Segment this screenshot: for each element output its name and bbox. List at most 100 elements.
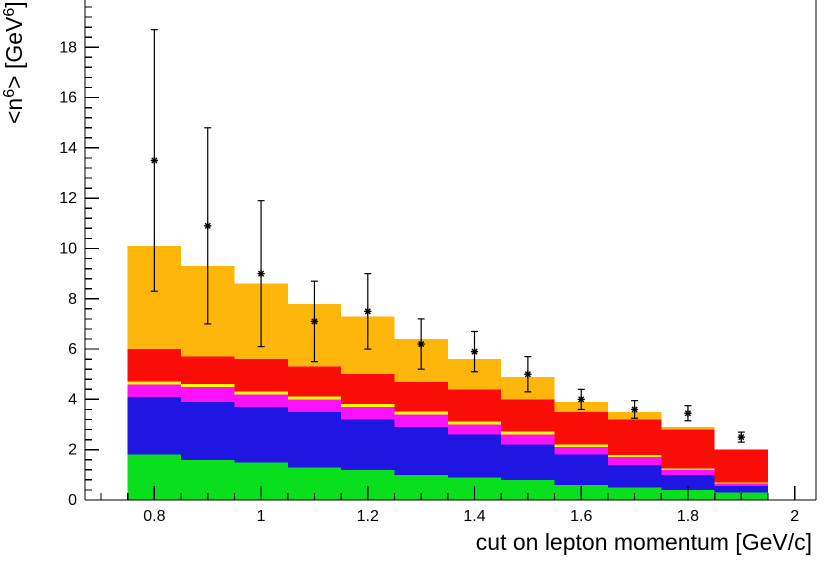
data-point — [310, 280, 319, 363]
stack-segment-red-component — [501, 399, 555, 432]
marker-line-d2 — [418, 340, 425, 348]
stack-segment-yellow-component — [394, 411, 448, 415]
stack-segment-yellow-component — [341, 403, 395, 407]
data-point — [417, 318, 425, 370]
stack-segment-red-component — [661, 429, 715, 469]
stack-segment-blue-component — [234, 406, 288, 463]
data-point — [150, 29, 158, 292]
stack-segment-red-component — [181, 356, 235, 384]
asterisk-marker — [630, 405, 639, 414]
stack-segment-blue-component — [394, 427, 448, 475]
stack-segment-magenta-component — [181, 386, 235, 402]
stack-segment-blue-component — [447, 434, 502, 478]
data-point — [257, 200, 265, 348]
stack-segment-red-component — [287, 366, 342, 397]
data-point — [737, 431, 745, 443]
stack-segment-blue-component — [661, 474, 715, 490]
stack-segment-magenta-component — [394, 414, 448, 428]
stack-segment-blue-component — [341, 419, 395, 470]
stack-segment-yellow-component — [661, 468, 715, 470]
marker-line-d2 — [151, 157, 158, 164]
stack-segment-blue-component — [501, 444, 555, 480]
asterisk-marker — [470, 348, 479, 356]
x-tick-label: 1.2 — [357, 508, 379, 525]
stack-segment-red-component — [394, 381, 448, 412]
y-tick-label: 10 — [59, 240, 77, 257]
marker-line-d2 — [684, 410, 692, 417]
y-tick-label: 16 — [59, 90, 77, 107]
stack-segment-yellow-component — [234, 391, 288, 395]
tick-labels-group: 0.8 1 1.2 1.4 1.6 1.8 2 0 2 4 6 8 10 12 14 16 18 — [59, 39, 799, 525]
asterisk-marker — [684, 409, 692, 417]
ticks-group — [85, 6, 796, 501]
data-point — [577, 388, 585, 411]
stack-segment-red-component — [341, 374, 395, 404]
x-tick-label: 1.8 — [677, 508, 699, 525]
stack-segment-yellow-component — [127, 381, 182, 385]
stack-segment-yellow-component — [714, 482, 768, 484]
marker-line-d2 — [524, 371, 531, 378]
stack-segment-magenta-component — [127, 384, 182, 397]
stack-segment-magenta-component — [607, 457, 662, 465]
asterisk-marker — [204, 222, 212, 230]
stack-segment-blue-component — [607, 464, 662, 488]
marker-line-d2 — [471, 348, 478, 355]
data-point — [204, 127, 212, 325]
y-tick-label: 2 — [68, 442, 77, 459]
y-tick-label: 6 — [68, 341, 77, 358]
marker-line-d2 — [738, 434, 745, 441]
stack-segment-magenta-component — [661, 469, 715, 475]
data-point — [684, 405, 692, 422]
stack-segment-magenta-component — [501, 434, 555, 445]
asterisk-marker — [417, 340, 425, 348]
stack-segment-red-component — [714, 449, 768, 483]
y-tick-label: 18 — [59, 39, 77, 56]
x-tick-label: 1.4 — [463, 508, 485, 525]
marker-line-d2 — [631, 406, 638, 413]
x-tick-label: 0.8 — [143, 508, 165, 525]
marker-line-d2 — [257, 270, 265, 277]
y-axis-title: <n6> [GeV6] — [1, 1, 27, 124]
stack-segment-blue-component — [127, 396, 182, 455]
stack-segment-magenta-component — [341, 406, 395, 420]
stack-segment-red-component — [234, 359, 288, 392]
asterisk-marker — [150, 156, 158, 165]
data-point — [364, 273, 372, 350]
stack-segment-blue-component — [714, 486, 768, 493]
asterisk-marker — [524, 370, 532, 378]
stack-segment-yellow-component — [501, 431, 555, 435]
stack-segment-yellow-component — [554, 444, 608, 448]
stack-segment-magenta-component — [234, 394, 288, 407]
stack-segment-red-component — [607, 419, 662, 456]
stack-segment-red-component — [554, 411, 608, 445]
asterisk-marker — [257, 270, 265, 278]
stack-segment-yellow-component — [287, 396, 342, 400]
stack-segment-yellow-component — [607, 455, 662, 458]
stack-segment-orange-component — [661, 427, 715, 430]
stacked-bars-group — [127, 245, 768, 500]
x-tick-label: 2 — [790, 508, 799, 525]
stack-segment-blue-component — [181, 401, 235, 460]
data-point — [470, 330, 479, 373]
marker-line-d2 — [364, 308, 371, 315]
axes-frame — [84, 0, 817, 501]
marker-line-d2 — [311, 318, 318, 325]
stack-segment-red-component — [127, 349, 182, 382]
y-tick-label: 8 — [68, 291, 77, 308]
y-tick-label: 12 — [59, 190, 77, 207]
stack-segment-magenta-component — [447, 424, 502, 435]
marker-line-d2 — [578, 396, 585, 403]
y-tick-label: 0 — [68, 492, 77, 509]
stack-segment-yellow-component — [181, 383, 235, 387]
stack-segment-blue-component — [554, 454, 608, 485]
x-axis-title: cut on lepton momentum [GeV/c] — [476, 529, 812, 555]
asterisk-marker — [577, 395, 585, 403]
data-points-group — [150, 29, 745, 443]
asterisk-marker — [310, 317, 319, 326]
asterisk-marker — [737, 433, 745, 441]
stack-segment-yellow-component — [447, 421, 502, 425]
stack-segment-green-component — [501, 479, 555, 500]
stack-segment-red-component — [447, 389, 502, 422]
